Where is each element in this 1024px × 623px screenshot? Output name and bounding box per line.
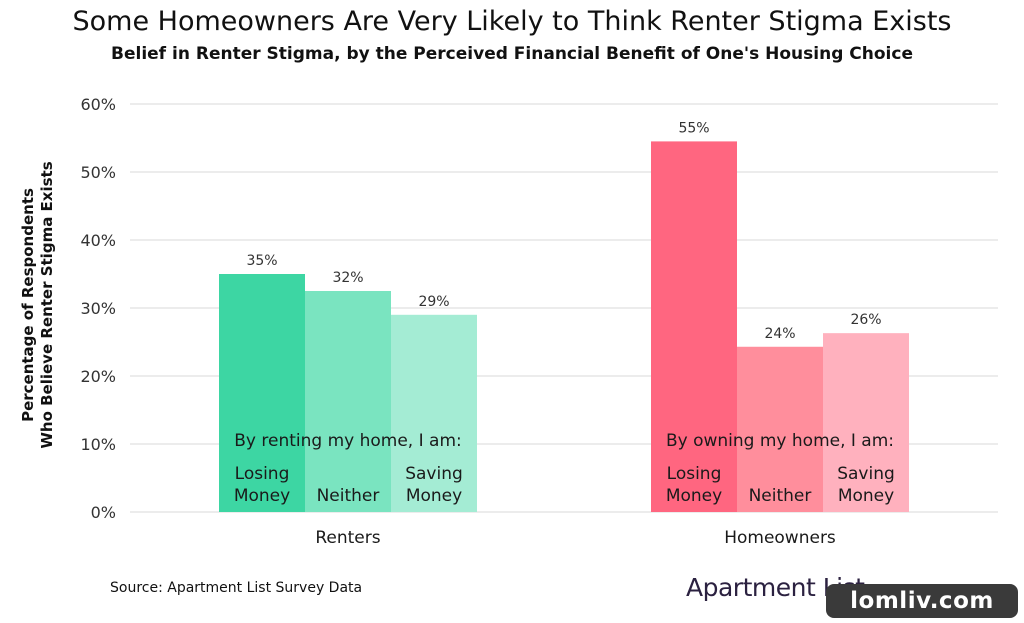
bar	[305, 291, 391, 512]
bar	[391, 314, 477, 512]
bar-inner-label: Money	[406, 486, 462, 506]
data-label: 29%	[418, 294, 449, 310]
y-tick-label: 20%	[80, 367, 116, 386]
bar-inner-label: Losing	[235, 464, 290, 484]
bar-inner-label: Losing	[667, 464, 722, 484]
bar-inner-label: Saving	[405, 464, 463, 484]
y-tick-label: 30%	[80, 299, 116, 318]
bar-group-renters: 35%LosingMoney32%Neither29%SavingMoneyBy…	[219, 253, 477, 548]
data-label: 24%	[764, 326, 795, 342]
bar	[737, 346, 823, 512]
bar-inner-label: Money	[234, 486, 290, 506]
group-caption: By renting my home, I am:	[234, 431, 461, 451]
bar	[219, 274, 305, 512]
bar-inner-label: Neither	[749, 486, 812, 506]
y-tick-label: 10%	[80, 435, 116, 454]
chart-subtitle: Belief in Renter Stigma, by the Perceive…	[111, 44, 913, 64]
bar-group-homeowners: 55%LosingMoney24%Neither26%SavingMoneyBy…	[651, 120, 909, 548]
y-tick-label: 60%	[80, 95, 116, 114]
y-tick-label: 50%	[80, 163, 116, 182]
data-label: 32%	[332, 270, 363, 286]
y-axis-label-line-2: Who Believe Renter Stigma Exists	[38, 161, 56, 448]
data-label: 35%	[246, 253, 277, 269]
bar-inner-label: Saving	[837, 464, 895, 484]
bar	[823, 333, 909, 512]
y-axis-ticks: 0% 10% 20% 30% 40% 50% 60%	[80, 95, 116, 522]
group-caption: By owning my home, I am:	[666, 431, 894, 451]
x-category-label: Renters	[315, 528, 380, 548]
x-category-label: Homeowners	[724, 528, 836, 548]
bar-inner-label: Money	[666, 486, 722, 506]
chart-title: Some Homeowners Are Very Likely to Think…	[72, 6, 952, 37]
y-tick-label: 0%	[91, 503, 116, 522]
bars: 35%LosingMoney32%Neither29%SavingMoneyBy…	[219, 120, 909, 548]
source-note: Source: Apartment List Survey Data	[110, 580, 363, 596]
bar-chart: 0% 10% 20% 30% 40% 50% 60% Percentage of Respo…	[19, 95, 998, 548]
bar-inner-label: Neither	[317, 486, 380, 506]
data-label: 55%	[678, 120, 709, 136]
y-tick-label: 40%	[80, 231, 116, 250]
y-axis-label-line-1: Percentage of Respondents	[19, 188, 37, 422]
data-label: 26%	[850, 312, 881, 328]
y-axis-label: Percentage of Respondents Who Believe Re…	[19, 161, 56, 448]
bar	[651, 141, 737, 512]
bar-inner-label: Money	[838, 486, 894, 506]
watermark-badge: lomliv.com	[826, 584, 1018, 618]
